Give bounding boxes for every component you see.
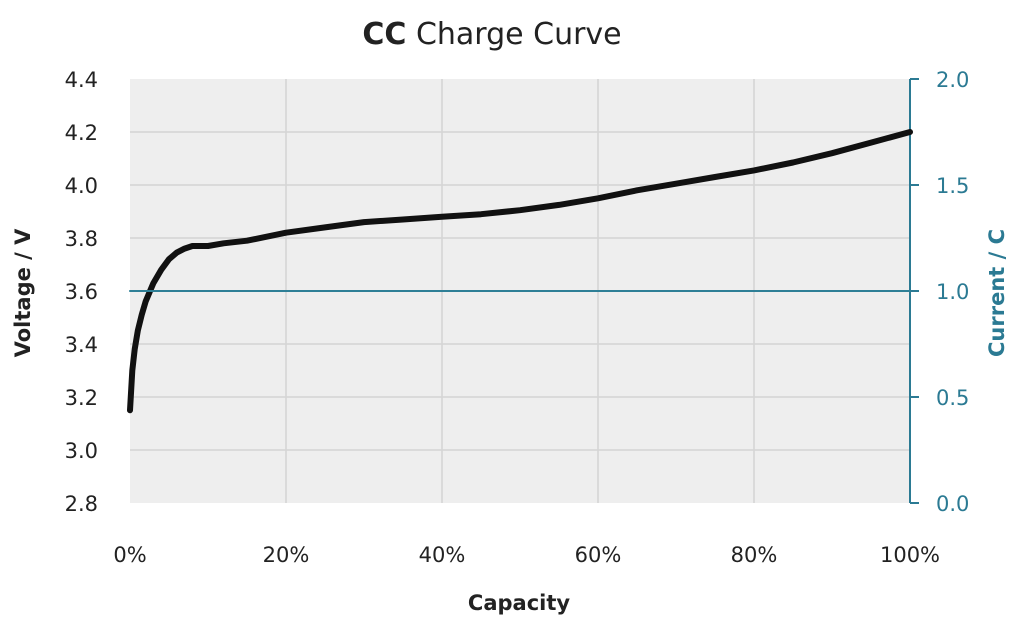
y-tick-label: 3.2 [65,386,98,410]
chart-title-bold: CC [362,17,406,52]
y-tick-label: 3.4 [65,333,98,357]
x-axis-title: Capacity [468,591,570,615]
y-tick-label: 4.2 [65,121,98,145]
tick-labels: 0% 20% 40% 60% 80% 100% 2.8 3.0 3.2 3.4 3.6 3.8 4.0 4… [65,68,970,567]
y2-tick-label: 1.0 [936,280,969,304]
x-tick-label: 100% [880,543,940,567]
y2-tick-label: 0.0 [936,492,969,516]
y2-tick-label: 2.0 [936,68,969,92]
x-tick-label: 60% [575,543,622,567]
y-tick-label: 3.6 [65,280,98,304]
y-tick-label: 3.8 [65,227,98,251]
x-tick-label: 80% [731,543,778,567]
y-tick-label: 3.0 [65,439,98,463]
y-axis-title: Voltage / V [11,228,35,358]
x-tick-label: 0% [113,543,146,567]
y2-tick-label: 0.5 [936,386,969,410]
chart-title: CC Charge Curve [362,17,621,52]
x-tick-label: 40% [419,543,466,567]
y-tick-label: 4.0 [65,174,98,198]
chart-title-rest: Charge Curve [406,17,621,52]
axes [909,78,919,504]
y2-axis-title: Current / C [985,229,1009,357]
y2-tick-label: 1.5 [936,174,969,198]
x-tick-label: 20% [263,543,310,567]
y-tick-label: 4.4 [65,68,98,92]
voltage-series-line [127,129,913,414]
y-tick-label: 2.8 [65,492,98,516]
series [127,129,913,414]
